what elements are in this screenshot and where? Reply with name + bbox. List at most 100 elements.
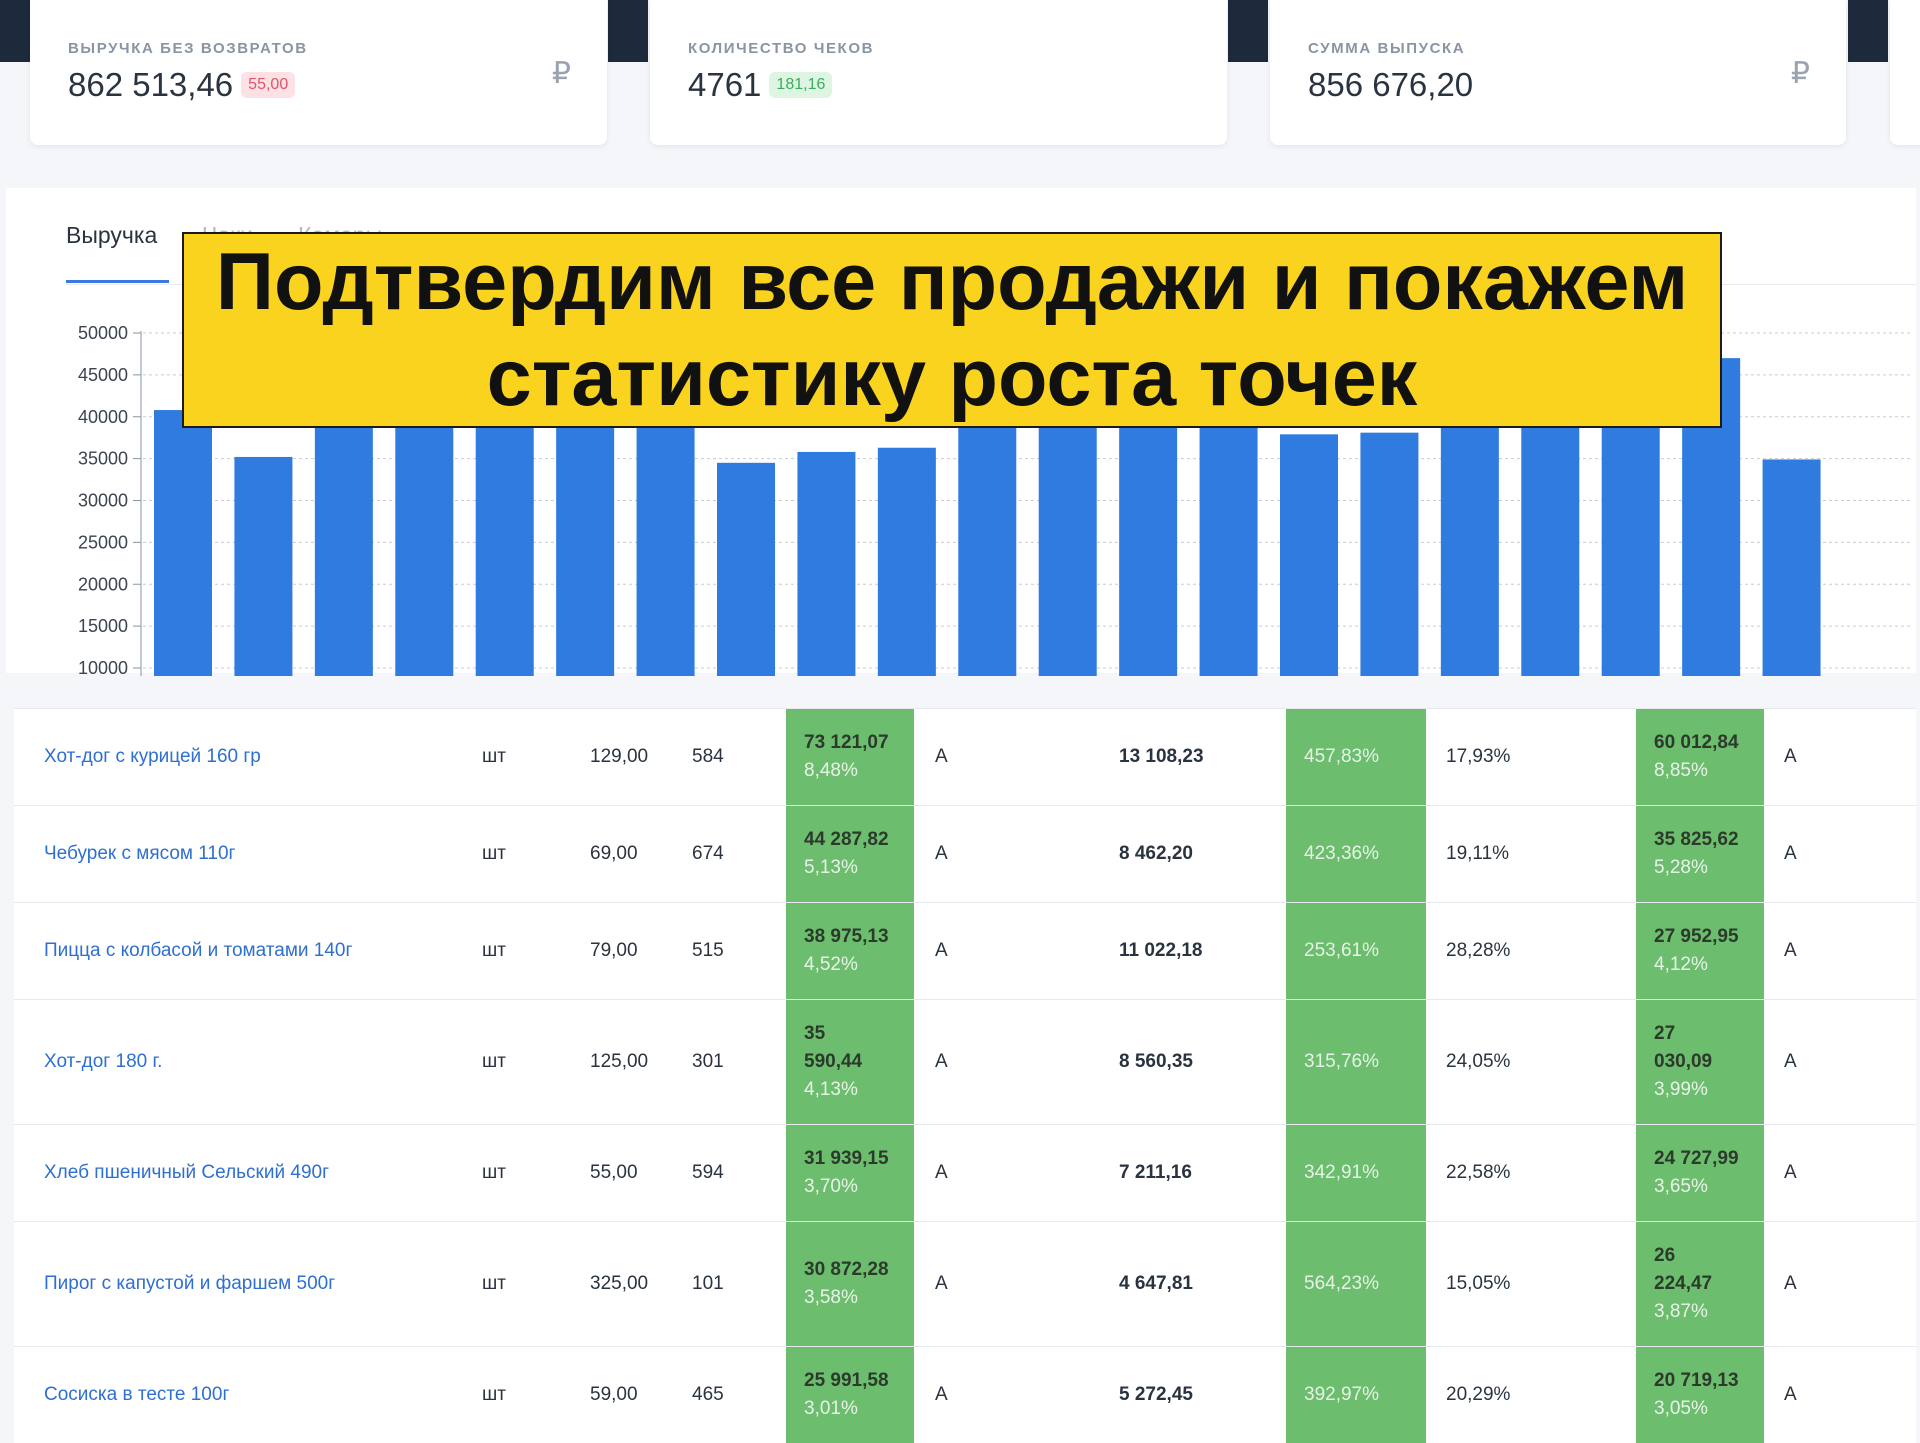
price-cell: 125,00 (590, 1051, 649, 1072)
profit-cell: 8 462,20 (1119, 843, 1193, 864)
quantity-cell: 515 (692, 940, 724, 961)
kpi-value: 862 513,46 55,00 (68, 66, 296, 104)
kpi-strip: ВЫРУЧКА БЕЗ ВОЗВРАТОВ 862 513,46 55,00 ₽… (0, 0, 1920, 175)
revenue-bar[interactable] (1601, 404, 1660, 676)
table-row[interactable]: Сосиска в тесте 100г шт 59,00 465 25 991… (14, 1346, 1916, 1443)
y-tick-label: 35000 (78, 449, 128, 469)
ruble-icon: ₽ (1790, 57, 1810, 90)
revenue-bar[interactable] (877, 447, 936, 676)
quantity-cell: 465 (692, 1384, 724, 1405)
abc-class-cell: A (1784, 1051, 1797, 1072)
table-row[interactable]: Чебурек с мясом 110г шт 69,00 674 44 287… (14, 805, 1916, 902)
revenue-cell: 31 939,15 3,70% (786, 1125, 914, 1221)
markup-cell: 564,23% (1286, 1222, 1426, 1346)
revenue-cell: 25 991,58 3,01% (786, 1347, 914, 1443)
revenue-bar[interactable] (395, 404, 454, 676)
header-edge (1228, 0, 1268, 62)
profit-cell: 4 647,81 (1119, 1273, 1193, 1294)
profit-cell: 8 560,35 (1119, 1051, 1193, 1072)
revenue-bar[interactable] (958, 404, 1017, 676)
revenue-cell: 35 590,44 4,13% (786, 1000, 914, 1124)
product-name-link[interactable]: Хот-дог 180 г. (44, 1051, 163, 1072)
revenue-bar[interactable] (636, 404, 695, 676)
revenue-bar[interactable] (717, 462, 775, 676)
price-cell: 59,00 (590, 1384, 638, 1405)
product-name-link[interactable]: Сосиска в тесте 100г (44, 1384, 230, 1405)
revenue-bar[interactable] (234, 456, 293, 676)
revenue-cell: 73 121,07 8,48% (786, 709, 914, 805)
quantity-cell: 301 (692, 1051, 724, 1072)
product-name-link[interactable]: Чебурек с мясом 110г (44, 843, 236, 864)
revenue-bar[interactable] (1360, 432, 1419, 676)
banner-line-1: Подтвердим все продажи и покажем (215, 237, 1689, 327)
kpi-change-badge: 55,00 (241, 72, 296, 98)
price-cell: 69,00 (590, 843, 638, 864)
abc-class-cell: A (1784, 1273, 1797, 1294)
revenue-bar[interactable] (1762, 459, 1821, 676)
revenue-share: 8,48% (804, 760, 858, 781)
kpi-value: 4761 181,16 (688, 66, 833, 104)
revenue-bar[interactable] (1440, 404, 1499, 676)
cost-cell: 20 719,13 3,05% (1636, 1347, 1764, 1443)
revenue-share: 3,70% (804, 1176, 858, 1197)
markup-cell: 457,83% (1286, 709, 1426, 805)
cost-cell: 27 030,09 3,99% (1636, 1000, 1764, 1124)
revenue-share: 3,01% (804, 1398, 858, 1419)
ruble-icon: ₽ (551, 57, 571, 90)
revenue-bar[interactable] (797, 451, 856, 676)
cost-share: 8,85% (1654, 760, 1708, 781)
cost-amount: 60 012,84 (1654, 732, 1739, 753)
table-row[interactable]: Пирог с капустой и фаршем 500г шт 325,00… (14, 1221, 1916, 1346)
y-tick-label: 25000 (78, 532, 128, 552)
revenue-bar[interactable] (154, 410, 212, 676)
header-edge (0, 0, 30, 62)
markup-cell: 342,91% (1286, 1125, 1426, 1221)
abc-class-cell: A (1784, 1162, 1797, 1183)
table-row[interactable]: Хот-дог с курицей 160 гр шт 129,00 584 7… (14, 708, 1916, 805)
product-name-link[interactable]: Пицца с колбасой и томатами 140г (44, 940, 353, 961)
kpi-card-receipts[interactable]: КОЛИЧЕСТВО ЧЕКОВ 4761 181,16 (650, 0, 1227, 145)
revenue-bar[interactable] (1038, 404, 1097, 676)
kpi-card-revenue[interactable]: ВЫРУЧКА БЕЗ ВОЗВРАТОВ 862 513,46 55,00 ₽ (30, 0, 607, 145)
tab-revenue[interactable]: Выручка (66, 222, 158, 248)
unit-cell: шт (482, 746, 506, 767)
revenue-bar[interactable] (556, 404, 615, 676)
cost-share: 3,87% (1654, 1301, 1708, 1322)
table-row[interactable]: Пицца с колбасой и томатами 140г шт 79,0… (14, 902, 1916, 999)
margin-cell: 28,28% (1446, 940, 1511, 961)
cost-share: 3,65% (1654, 1176, 1708, 1197)
abc-class-cell: A (935, 843, 948, 864)
cost-amount: 24 727,99 (1654, 1148, 1739, 1169)
promo-banner: Подтвердим все продажи и покажем статист… (182, 232, 1722, 428)
abc-class-cell: A (935, 1162, 948, 1183)
kpi-card-output[interactable]: СУММА ВЫПУСКА 856 676,20 ₽ (1270, 0, 1846, 145)
price-cell: 55,00 (590, 1162, 638, 1183)
product-name-link[interactable]: Хот-дог с курицей 160 гр (44, 746, 261, 767)
y-tick-label: 30000 (78, 491, 128, 511)
revenue-bar[interactable] (1119, 404, 1178, 676)
revenue-share: 4,13% (804, 1079, 858, 1100)
y-tick-label: 45000 (78, 365, 128, 385)
revenue-bar[interactable] (1280, 434, 1338, 676)
cost-cell: 26 224,47 3,87% (1636, 1222, 1764, 1346)
table-row[interactable]: Хот-дог 180 г. шт 125,00 301 35 590,44 4… (14, 999, 1916, 1124)
markup-cell: 392,97% (1286, 1347, 1426, 1443)
profit-cell: 7 211,16 (1119, 1162, 1192, 1183)
revenue-bar[interactable] (314, 404, 373, 676)
margin-cell: 19,11% (1446, 843, 1510, 864)
table-row[interactable]: Хлеб пшеничный Сельский 490г шт 55,00 59… (14, 1124, 1916, 1221)
kpi-card-partial (1890, 0, 1920, 145)
revenue-share: 5,13% (804, 857, 858, 878)
kpi-label: КОЛИЧЕСТВО ЧЕКОВ (688, 40, 875, 57)
product-name-link[interactable]: Хлеб пшеничный Сельский 490г (44, 1162, 330, 1183)
cost-share: 3,99% (1654, 1079, 1708, 1100)
revenue-bar[interactable] (1521, 404, 1580, 676)
quantity-cell: 101 (692, 1273, 724, 1294)
abc-class-cell: A (1784, 940, 1797, 961)
revenue-bar[interactable] (475, 404, 534, 676)
revenue-bar[interactable] (1199, 404, 1258, 676)
unit-cell: шт (482, 843, 506, 864)
products-table: Хот-дог с курицей 160 гр шт 129,00 584 7… (14, 708, 1916, 1443)
product-name-link[interactable]: Пирог с капустой и фаршем 500г (44, 1273, 336, 1294)
quantity-cell: 674 (692, 843, 724, 864)
